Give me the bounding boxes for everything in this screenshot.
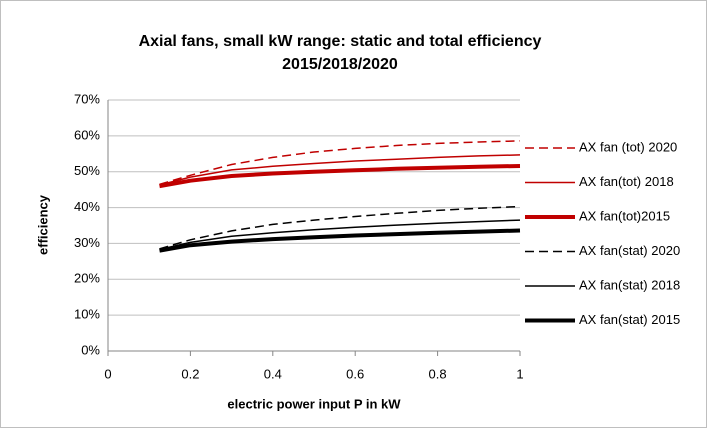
x-tick-label: 1 [516, 366, 523, 381]
y-tick-label: 70% [74, 91, 100, 106]
series-line [159, 154, 521, 186]
series-line [159, 164, 521, 189]
x-axis-title: electric power input P in kW [227, 396, 401, 411]
chart-title: Axial fans, small kW range: static and t… [139, 33, 542, 50]
series-line [159, 219, 521, 251]
series-line [159, 228, 521, 253]
y-axis-title: efficiency [35, 194, 50, 255]
y-tick-label: 60% [74, 127, 100, 142]
y-tick-label: 20% [74, 271, 100, 286]
legend-label: AX fan(stat) 2018 [579, 277, 680, 292]
series-line [159, 205, 521, 250]
y-tick-label: 50% [74, 163, 100, 178]
x-tick-label: 0.4 [264, 366, 282, 381]
y-tick-label: 10% [74, 307, 100, 322]
y-tick-label: 0% [81, 342, 100, 357]
legend-label: AX fan(stat) 2020 [579, 243, 680, 258]
legend-label: AX fan(tot) 2018 [579, 174, 674, 189]
y-tick-label: 40% [74, 199, 100, 214]
chart-title: 2015/2018/2020 [282, 56, 398, 73]
x-tick-label: 0.6 [346, 366, 364, 381]
x-tick-label: 0 [104, 366, 111, 381]
y-tick-label: 30% [74, 235, 100, 250]
x-tick-label: 0.2 [181, 366, 199, 381]
legend-label: AX fan(stat) 2015 [579, 312, 680, 327]
legend-label: AX fan(tot)2015 [579, 208, 670, 223]
x-tick-label: 0.8 [429, 366, 447, 381]
legend-label: AX fan (tot) 2020 [579, 139, 677, 154]
series-line [159, 140, 521, 186]
